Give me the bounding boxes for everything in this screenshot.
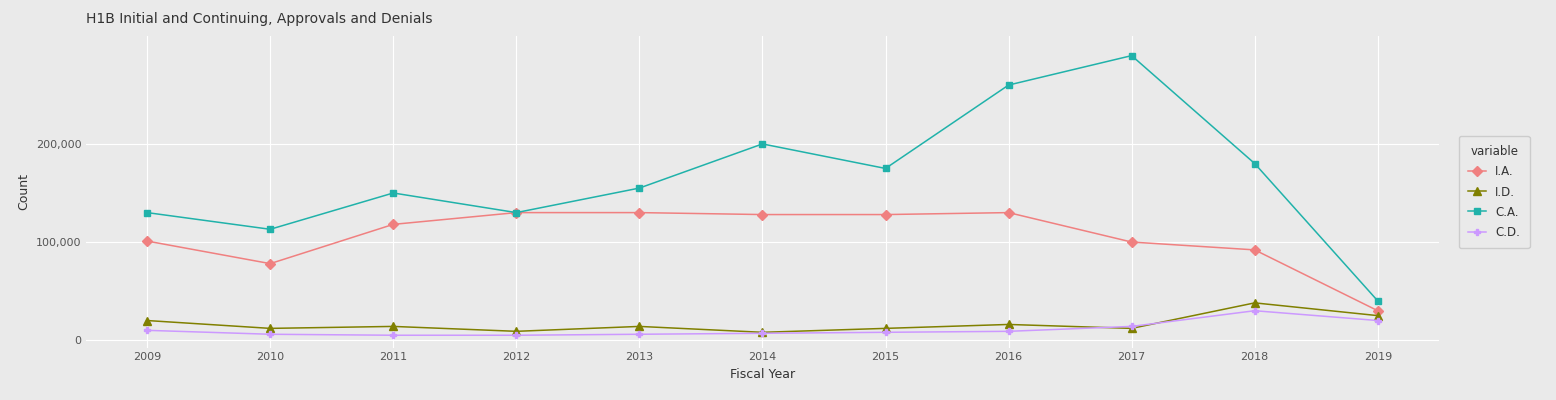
C.D. [753,331,772,336]
X-axis label: Fiscal Year: Fiscal Year [730,368,795,381]
C.D. [261,332,280,337]
I.A. [999,210,1018,215]
Y-axis label: Count: Count [17,174,30,210]
I.D. [138,318,157,323]
C.D. [1368,318,1386,323]
C.D. [1245,308,1263,313]
I.D. [999,322,1018,327]
I.A. [876,212,895,217]
C.A. [384,190,403,195]
C.D. [384,333,403,338]
C.A. [753,142,772,146]
C.D. [630,332,649,337]
C.D. [1122,324,1141,329]
Text: H1B Initial and Continuing, Approvals and Denials: H1B Initial and Continuing, Approvals an… [86,12,433,26]
C.D. [507,333,526,338]
C.A. [1245,161,1263,166]
C.D. [138,328,157,333]
I.A. [507,210,526,215]
C.A. [1122,53,1141,58]
Line: C.A.: C.A. [143,52,1382,304]
C.A. [507,210,526,215]
I.A. [1368,308,1386,313]
C.A. [1368,298,1386,303]
I.A. [1245,248,1263,252]
I.A. [261,261,280,266]
C.A. [261,227,280,232]
I.D. [1245,300,1263,305]
C.A. [630,186,649,190]
I.D. [261,326,280,331]
I.D. [1122,326,1141,331]
Line: I.D.: I.D. [143,299,1382,336]
Line: C.D.: C.D. [143,307,1382,339]
I.A. [753,212,772,217]
Legend: I.A., I.D., C.A., C.D.: I.A., I.D., C.A., C.D. [1458,136,1530,248]
C.D. [999,329,1018,334]
I.A. [1122,240,1141,244]
C.A. [999,83,1018,88]
I.D. [384,324,403,329]
I.A. [138,239,157,244]
I.D. [1368,313,1386,318]
Line: I.A.: I.A. [143,209,1382,314]
C.A. [138,210,157,215]
I.D. [507,329,526,334]
I.A. [384,222,403,227]
I.D. [753,330,772,335]
C.A. [876,166,895,171]
I.D. [876,326,895,331]
C.D. [876,330,895,335]
I.D. [630,324,649,329]
I.A. [630,210,649,215]
